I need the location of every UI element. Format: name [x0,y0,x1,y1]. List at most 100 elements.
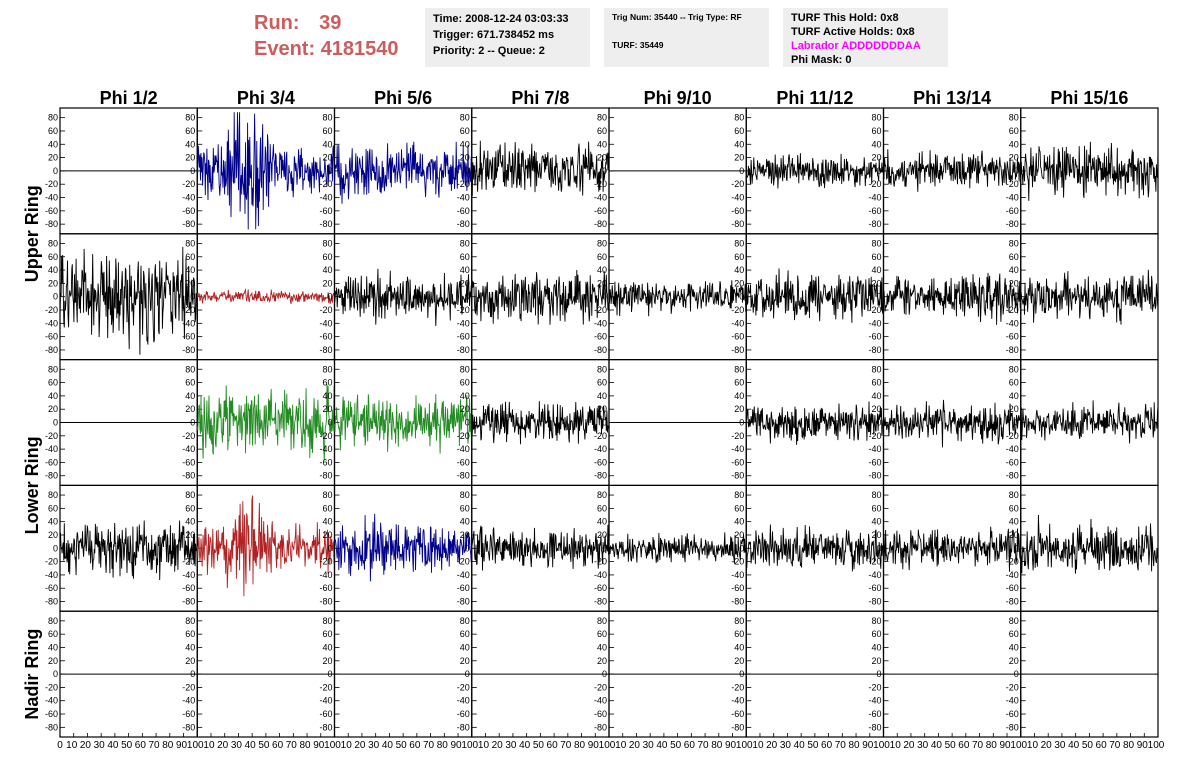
y-tick-label: -40 [594,444,607,454]
y-tick-label: -40 [319,444,332,454]
y-tick-label: 20 [185,656,195,666]
y-tick-label: 60 [871,503,881,513]
x-tick-label: 70 [286,740,298,751]
y-tick-label: -60 [457,583,470,593]
y-tick-label: -80 [1006,219,1019,229]
x-tick-label: 100 [1148,740,1165,751]
y-tick-label: 0 [739,166,744,176]
y-tick-label: 60 [48,629,58,639]
y-tick-label: 0 [327,543,332,553]
y-tick-label: 0 [190,669,195,679]
y-tick-label: 80 [597,113,607,123]
y-tick-label: -20 [868,682,881,692]
waveform-trace [745,524,884,572]
y-tick-label: 20 [460,530,470,540]
y-tick-label: -20 [457,179,470,189]
y-tick-label: 40 [597,517,607,527]
y-tick-label: 80 [48,238,58,248]
y-tick-label: -20 [45,557,58,567]
y-tick-label: 80 [322,113,332,123]
y-tick-label: 40 [871,642,881,652]
y-tick-label: 80 [597,490,607,500]
x-tick-label: 20 [1041,740,1053,751]
y-tick-label: 20 [48,404,58,414]
y-tick-label: 60 [48,378,58,388]
y-tick-label: 20 [597,656,607,666]
y-tick-label: 80 [322,364,332,374]
y-tick-label: 20 [460,404,470,414]
y-tick-label: -20 [868,557,881,567]
x-tick-label: 20 [80,740,92,751]
y-tick-label: 20 [871,153,881,163]
y-tick-label: 80 [460,490,470,500]
y-tick-label: 20 [185,404,195,414]
y-tick-label: -40 [45,696,58,706]
column-header: Phi 15/16 [1050,88,1128,108]
x-tick-label: 40 [656,740,668,751]
y-tick-label: 80 [734,113,744,123]
y-tick-label: -40 [45,570,58,580]
x-tick-label: 10 [66,740,78,751]
x-tick-label: 60 [958,740,970,751]
y-tick-label: -80 [868,722,881,732]
y-tick-label: -40 [731,444,744,454]
waveform-trace [883,272,1022,325]
y-tick-label: -40 [594,193,607,203]
y-tick-label: 0 [602,166,607,176]
y-tick-label: -20 [182,179,195,189]
y-tick-label: 20 [734,278,744,288]
x-tick-label: 30 [94,740,106,751]
y-tick-label: 80 [597,364,607,374]
y-tick-label: -40 [182,318,195,328]
y-tick-label: 20 [597,153,607,163]
y-tick-label: 80 [48,364,58,374]
y-tick-label: -60 [1006,206,1019,216]
y-tick-label: -60 [182,457,195,467]
y-tick-label: 40 [597,642,607,652]
y-tick-label: 40 [460,265,470,275]
y-tick-label: -20 [182,305,195,315]
y-tick-label: 20 [322,153,332,163]
y-tick-label: -20 [319,557,332,567]
y-tick-label: 80 [185,490,195,500]
y-tick-label: 60 [322,252,332,262]
y-tick-label: 20 [1009,153,1019,163]
x-tick-label: 60 [409,740,421,751]
panel-frame [745,107,885,235]
x-tick-label: 60 [821,740,833,751]
x-tick-label: 70 [835,740,847,751]
y-tick-label: -80 [868,597,881,607]
y-tick-label: 80 [185,616,195,626]
y-tick-label: 20 [185,153,195,163]
y-tick-label: 0 [465,166,470,176]
y-tick-label: -60 [1006,583,1019,593]
y-tick-label: 0 [190,166,195,176]
labrador-text: Labrador ADDDDDDDAA [791,40,921,52]
run-label: Run: [254,12,300,34]
y-tick-label: -40 [319,318,332,328]
y-tick-label: -60 [868,709,881,719]
waveform-trace [196,495,335,597]
y-tick-label: -60 [457,206,470,216]
y-tick-label: 40 [1009,642,1019,652]
y-tick-label: -60 [182,583,195,593]
y-tick-label: 60 [597,378,607,388]
y-tick-label: -60 [868,457,881,467]
y-tick-label: 80 [597,616,607,626]
x-tick-label: 50 [1082,740,1094,751]
y-tick-label: -80 [457,219,470,229]
waveform-trace [745,268,884,323]
y-tick-label: 80 [1009,616,1019,626]
y-tick-label: -20 [594,557,607,567]
waveform-trace [59,246,198,355]
phi-mask-text: Phi Mask: 0 [791,54,852,66]
x-tick-label: 80 [299,740,311,751]
y-tick-label: -80 [594,345,607,355]
y-tick-label: 40 [597,391,607,401]
y-tick-label: 80 [322,238,332,248]
turf-num-text: TURF: 35449 [612,40,664,50]
y-tick-label: 0 [876,418,881,428]
trigger-text: Trigger: 671.738452 ms [433,29,555,41]
y-tick-label: -80 [594,722,607,732]
y-tick-label: 60 [597,126,607,136]
